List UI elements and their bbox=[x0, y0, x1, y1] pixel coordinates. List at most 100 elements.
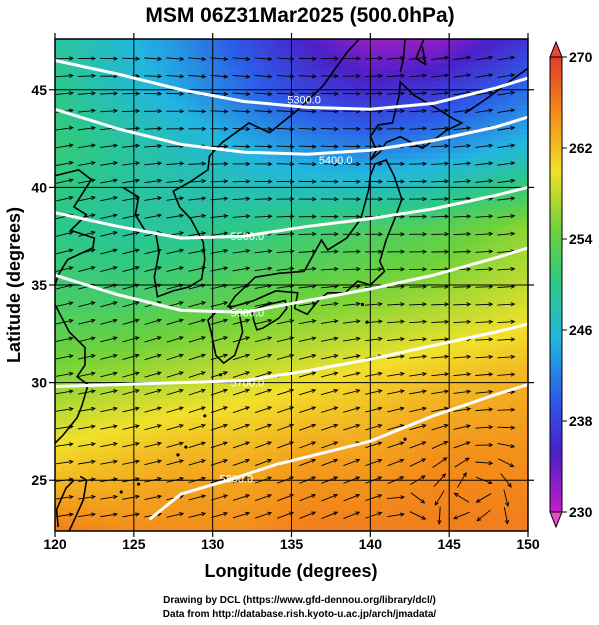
field-cell bbox=[73, 417, 80, 424]
field-cell bbox=[265, 399, 272, 406]
field-cell bbox=[73, 399, 80, 406]
field-cell bbox=[109, 105, 116, 112]
field-cell bbox=[79, 255, 86, 262]
field-cell bbox=[463, 345, 470, 352]
field-cell bbox=[307, 255, 314, 262]
field-cell bbox=[421, 339, 428, 346]
field-cell bbox=[265, 135, 272, 142]
field-cell bbox=[337, 411, 344, 418]
field-cell bbox=[433, 351, 440, 358]
field-cell bbox=[223, 255, 230, 262]
field-cell bbox=[463, 69, 470, 76]
field-cell bbox=[319, 153, 326, 160]
field-cell bbox=[391, 207, 398, 214]
field-cell bbox=[79, 159, 86, 166]
field-cell bbox=[499, 69, 506, 76]
field-cell bbox=[421, 69, 428, 76]
field-cell bbox=[493, 219, 500, 226]
field-cell bbox=[289, 141, 296, 148]
field-cell bbox=[217, 69, 224, 76]
field-cell bbox=[457, 267, 464, 274]
field-cell bbox=[217, 399, 224, 406]
field-cell bbox=[175, 225, 182, 232]
field-cell bbox=[247, 183, 254, 190]
field-cell bbox=[139, 315, 146, 322]
field-cell bbox=[355, 279, 362, 286]
field-cell bbox=[211, 207, 218, 214]
field-cell bbox=[247, 285, 254, 292]
field-cell bbox=[469, 273, 476, 280]
field-cell bbox=[463, 285, 470, 292]
field-cell bbox=[277, 75, 284, 82]
field-cell bbox=[211, 333, 218, 340]
field-cell bbox=[241, 345, 248, 352]
field-cell bbox=[55, 411, 62, 418]
field-cell bbox=[319, 273, 326, 280]
field-cell bbox=[73, 387, 80, 394]
field-cell bbox=[355, 159, 362, 166]
field-cell bbox=[181, 213, 188, 220]
field-cell bbox=[523, 93, 528, 100]
field-cell bbox=[247, 369, 254, 376]
field-cell bbox=[415, 123, 422, 130]
field-cell bbox=[337, 321, 344, 328]
field-cell bbox=[355, 111, 362, 118]
field-cell bbox=[229, 81, 236, 88]
field-cell bbox=[421, 237, 428, 244]
field-cell bbox=[391, 201, 398, 208]
field-cell bbox=[157, 279, 164, 286]
field-cell bbox=[427, 129, 434, 136]
field-cell bbox=[295, 129, 302, 136]
field-cell bbox=[337, 45, 344, 52]
field-cell bbox=[127, 39, 134, 46]
field-cell bbox=[331, 375, 338, 382]
field-cell bbox=[511, 135, 518, 142]
field-cell bbox=[403, 351, 410, 358]
field-cell bbox=[181, 369, 188, 376]
field-cell bbox=[337, 141, 344, 148]
field-cell bbox=[139, 39, 146, 46]
field-cell bbox=[121, 273, 128, 280]
field-cell bbox=[511, 357, 518, 364]
field-cell bbox=[85, 69, 92, 76]
field-cell bbox=[427, 153, 434, 160]
field-cell bbox=[421, 393, 428, 400]
field-cell bbox=[385, 141, 392, 148]
field-cell bbox=[385, 375, 392, 382]
field-cell bbox=[415, 117, 422, 124]
field-cell bbox=[511, 171, 518, 178]
field-cell bbox=[271, 261, 278, 268]
field-cell bbox=[121, 57, 128, 64]
field-cell bbox=[127, 357, 134, 364]
field-cell bbox=[487, 243, 494, 250]
field-cell bbox=[391, 339, 398, 346]
field-cell bbox=[235, 39, 242, 46]
field-cell bbox=[427, 411, 434, 418]
field-cell bbox=[235, 51, 242, 58]
field-cell bbox=[283, 285, 290, 292]
field-cell bbox=[439, 111, 446, 118]
field-cell bbox=[187, 135, 194, 142]
field-cell bbox=[343, 357, 350, 364]
field-cell bbox=[199, 51, 206, 58]
field-cell bbox=[277, 387, 284, 394]
field-cell bbox=[205, 117, 212, 124]
field-cell bbox=[493, 381, 500, 388]
field-cell bbox=[97, 63, 104, 70]
field-cell bbox=[55, 225, 62, 232]
field-cell bbox=[61, 303, 68, 310]
field-cell bbox=[337, 111, 344, 118]
field-cell bbox=[103, 315, 110, 322]
field-cell bbox=[229, 111, 236, 118]
field-cell bbox=[73, 75, 80, 82]
field-cell bbox=[121, 135, 128, 142]
field-cell bbox=[229, 39, 236, 46]
field-cell bbox=[301, 183, 308, 190]
field-cell bbox=[523, 261, 528, 268]
field-cell bbox=[241, 327, 248, 334]
field-cell bbox=[109, 273, 116, 280]
field-cell bbox=[337, 255, 344, 262]
field-cell bbox=[163, 69, 170, 76]
field-cell bbox=[85, 285, 92, 292]
field-cell bbox=[145, 63, 152, 70]
